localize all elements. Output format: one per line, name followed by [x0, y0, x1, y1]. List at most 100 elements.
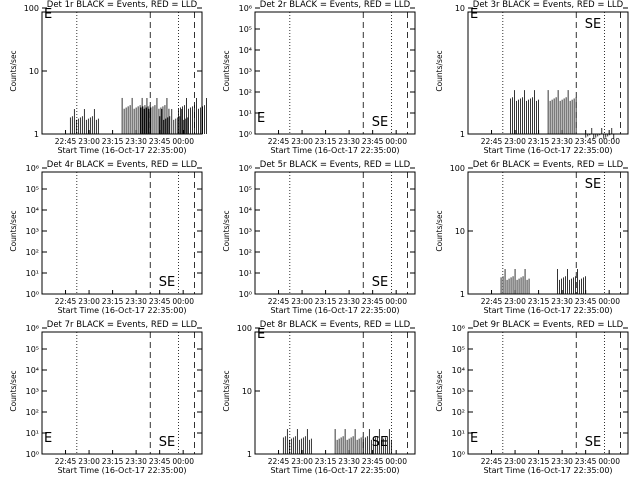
x-tick-label: 23:00: [78, 137, 100, 146]
y-axis-label: Counts/sec: [435, 210, 444, 251]
e-marker: E: [470, 7, 478, 22]
y-tick-label: 10³: [26, 227, 39, 236]
y-tick-label: 10¹: [452, 429, 465, 438]
panel-title: Det 6r BLACK = Events, RED = LLD: [473, 160, 624, 170]
x-tick-label: 23:30: [125, 137, 147, 146]
y-tick-label: 100: [24, 4, 39, 13]
x-tick-label: 00:00: [172, 137, 194, 146]
x-tick-label: 23:00: [291, 457, 313, 466]
y-axis-label: Counts/sec: [222, 50, 231, 91]
y-tick-label: 10⁵: [239, 25, 252, 34]
se-marker: SE: [159, 275, 175, 290]
panel-title: Det 7r BLACK = Events, RED = LLD: [47, 320, 198, 330]
x-tick-label: 23:45: [575, 297, 597, 306]
y-tick-label: 10: [455, 227, 465, 236]
y-axis-label: Counts/sec: [9, 370, 18, 411]
y-axis-label: Counts/sec: [9, 50, 18, 91]
detector-panel-5: Det 5r BLACK = Events, RED = LLD 10⁰ 10¹ 10…: [222, 160, 416, 315]
x-tick-label: 23:45: [575, 457, 597, 466]
y-axis-label: Counts/sec: [222, 370, 231, 411]
panel-title: Det 3r BLACK = Events, RED = LLD: [473, 0, 624, 10]
y-axis-label: Counts/sec: [435, 50, 444, 91]
detector-panel-6: Det 6r BLACK = Events, RED = LLD 1 10 100 22…: [435, 160, 629, 315]
plot-frame: [254, 171, 416, 295]
x-tick-label: 23:45: [575, 137, 597, 146]
y-tick-label: 10⁰: [239, 290, 252, 299]
e-marker: E: [44, 431, 52, 446]
x-tick-label: 23:30: [125, 457, 147, 466]
y-tick-label: 10⁰: [239, 130, 252, 139]
panel-title: Det 9r BLACK = Events, RED = LLD: [473, 320, 624, 330]
y-tick-label: 10¹: [239, 269, 252, 278]
y-tick-label: 10⁴: [452, 366, 465, 375]
x-tick-label: 23:30: [338, 137, 360, 146]
x-tick-label: 23:15: [315, 137, 337, 146]
e-marker: E: [470, 431, 478, 446]
y-tick-label: 10: [29, 67, 39, 76]
x-tick-label: 22:45: [55, 457, 77, 466]
detector-panel-7: Det 7r BLACK = Events, RED = LLD 10⁰ 10¹ 10…: [9, 320, 203, 475]
se-marker: SE: [585, 177, 601, 192]
x-tick-label: 22:45: [268, 137, 290, 146]
y-tick-label: 10²: [239, 88, 252, 97]
detector-panel-9: Det 9r BLACK = Events, RED = LLD 10⁰ 10¹ 10…: [435, 320, 629, 475]
x-tick-label: 23:45: [362, 457, 384, 466]
panel-title: Det 1r BLACK = Events, RED = LLD: [47, 0, 198, 10]
plot-frame: [41, 331, 203, 455]
y-tick-label: 10⁴: [239, 46, 252, 55]
e-marker: E: [257, 327, 265, 342]
x-tick-label: 00:00: [598, 137, 620, 146]
x-tick-label: 23:00: [504, 457, 526, 466]
x-tick-label: 23:15: [315, 297, 337, 306]
x-tick-label: 00:00: [385, 457, 407, 466]
y-tick-label: 10⁴: [239, 206, 252, 215]
y-tick-label: 10²: [452, 408, 465, 417]
y-tick-label: 10⁵: [452, 345, 465, 354]
y-tick-label: 1: [460, 290, 465, 299]
x-tick-label: 23:15: [102, 457, 124, 466]
plot-frame: [41, 171, 203, 295]
x-tick-label: 23:15: [528, 457, 550, 466]
e-marker: E: [44, 7, 52, 22]
y-tick-label: 10¹: [26, 429, 39, 438]
x-tick-label: 23:45: [362, 297, 384, 306]
y-tick-label: 10: [455, 4, 465, 13]
detector-panel-8: Det 8r BLACK = Events, RED = LLD 1 10 100 22…: [222, 320, 416, 475]
y-tick-label: 10¹: [239, 109, 252, 118]
y-axis-label: Counts/sec: [435, 370, 444, 411]
y-tick-label: 10³: [26, 387, 39, 396]
y-tick-label: 10⁰: [26, 450, 39, 459]
y-tick-label: 100: [450, 164, 465, 173]
x-tick-label: 23:00: [504, 297, 526, 306]
y-tick-label: 10²: [26, 248, 39, 257]
y-tick-label: 10⁵: [26, 345, 39, 354]
plot-frame: [467, 331, 629, 455]
panel-title: Det 4r BLACK = Events, RED = LLD: [47, 160, 198, 170]
x-tick-label: 00:00: [385, 137, 407, 146]
se-marker: SE: [372, 275, 388, 290]
y-axis-label: Counts/sec: [9, 210, 18, 251]
x-tick-label: 23:00: [78, 297, 100, 306]
x-axis-label: Start Time (16-Oct-17 22:35:00): [57, 466, 186, 475]
x-tick-label: 22:45: [55, 137, 77, 146]
y-tick-label: 10²: [239, 248, 252, 257]
y-axis-label: Counts/sec: [222, 210, 231, 251]
y-tick-label: 10: [242, 387, 252, 396]
x-tick-label: 23:30: [551, 457, 573, 466]
x-tick-label: 23:15: [528, 297, 550, 306]
x-tick-label: 22:45: [481, 297, 503, 306]
y-tick-label: 1: [460, 130, 465, 139]
x-tick-label: 23:30: [338, 457, 360, 466]
detector-panel-2: Det 2r BLACK = Events, RED = LLD 10⁰ 10¹ 10…: [222, 0, 416, 155]
y-tick-label: 10⁰: [452, 450, 465, 459]
x-tick-label: 00:00: [598, 457, 620, 466]
x-tick-label: 23:45: [362, 137, 384, 146]
x-tick-label: 23:45: [149, 297, 171, 306]
y-tick-label: 10³: [239, 67, 252, 76]
y-tick-label: 10⁰: [26, 290, 39, 299]
y-tick-label: 10⁶: [26, 164, 39, 173]
x-tick-label: 23:30: [125, 297, 147, 306]
x-tick-label: 22:45: [481, 137, 503, 146]
y-tick-label: 1: [34, 130, 39, 139]
